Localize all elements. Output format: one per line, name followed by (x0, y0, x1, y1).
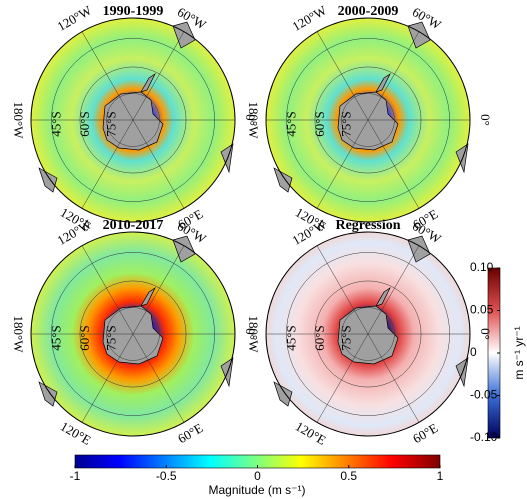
panel-title: 2000-2009 (338, 4, 399, 19)
colorbar-tick-label: -0.5 (156, 469, 177, 483)
regression-colorbar-tick-label: 0.05 (470, 303, 494, 317)
panel-title: 2010-2017 (103, 218, 164, 233)
latitude-label: 45°S (48, 325, 63, 350)
latitude-label: 75°S (103, 325, 118, 350)
latitude-label: 60°S (312, 325, 327, 350)
regression-colorbar-label: m s⁻¹ yr⁻¹ (512, 326, 526, 379)
longitude-label: 180°W (246, 102, 261, 140)
colorbar-tick-label: 1 (437, 469, 444, 483)
longitude-label: 180°W (246, 316, 261, 354)
latitude-label: 75°S (338, 111, 353, 136)
longitude-label: 180°W (11, 102, 26, 140)
panel-title: Regression (335, 218, 400, 233)
latitude-label: 60°S (312, 111, 327, 136)
regression-colorbar-tick-label: -0.10 (470, 430, 498, 444)
latitude-label: 45°S (283, 111, 298, 136)
longitude-label: 0° (478, 328, 493, 340)
latitude-label: 60°S (77, 111, 92, 136)
colorbar-tick-label: -1 (70, 469, 81, 483)
longitude-label: 180°W (11, 316, 26, 354)
latitude-label: 45°S (48, 111, 63, 136)
colorbar-tick-label: 0 (254, 469, 261, 483)
longitude-label: 0° (478, 114, 493, 126)
figure: Magnitude (m s⁻¹) m s⁻¹ yr⁻¹ -1 -0.5 0 0.5 1… (0, 0, 527, 499)
regression-colorbar-tick-label: 0 (470, 345, 477, 359)
panel-title: 1990-1999 (103, 4, 164, 19)
latitude-label: 75°S (338, 325, 353, 350)
latitude-label: 75°S (103, 111, 118, 136)
regression-colorbar-tick-label: 0.10 (470, 260, 494, 274)
regression-colorbar-tick-label: -0.05 (470, 388, 498, 402)
colorbar-tick-label: 0.5 (340, 469, 357, 483)
latitude-label: 45°S (283, 325, 298, 350)
latitude-label: 60°S (77, 325, 92, 350)
colorbar-label: Magnitude (m s⁻¹) (208, 483, 305, 497)
